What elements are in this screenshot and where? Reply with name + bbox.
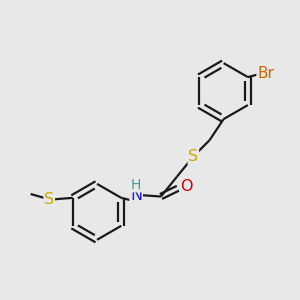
Text: H: H [131, 178, 141, 192]
Text: S: S [188, 149, 198, 164]
Text: S: S [44, 192, 54, 207]
Text: Br: Br [257, 66, 274, 81]
Text: O: O [180, 179, 193, 194]
Text: N: N [130, 188, 142, 203]
